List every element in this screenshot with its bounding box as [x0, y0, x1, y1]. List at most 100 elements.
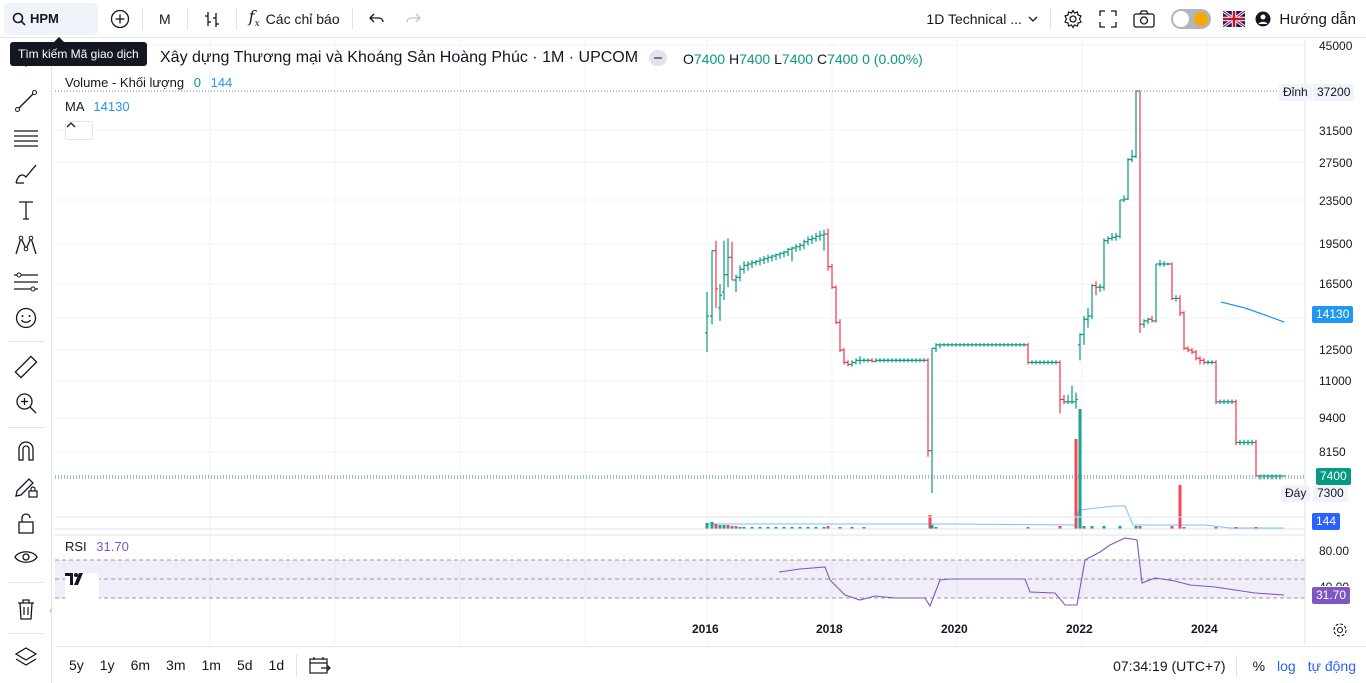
- range-6m[interactable]: 6m: [130, 657, 151, 673]
- volume-bar: [806, 527, 810, 529]
- magnet-tool[interactable]: [12, 437, 40, 465]
- ohlc-values: O7400 H7400 L7400 C7400 0 (0.00%): [683, 51, 923, 67]
- divider: [8, 427, 44, 428]
- volume-bar: [798, 527, 802, 529]
- log-toggle[interactable]: log: [1277, 657, 1296, 674]
- minus-icon: [654, 57, 662, 59]
- volume-bar: [826, 526, 830, 529]
- calendar-icon: [309, 657, 331, 674]
- range-5y[interactable]: 5y: [69, 657, 84, 673]
- auto-scale-toggle[interactable]: tự động: [1307, 657, 1356, 674]
- fullscreen-button[interactable]: [1091, 4, 1125, 34]
- range-5d[interactable]: 5d: [236, 657, 253, 673]
- side-panel-handle[interactable]: ‹: [49, 605, 53, 616]
- ma-line: [1220, 301, 1285, 323]
- price-tick: 31500: [1319, 124, 1353, 138]
- volume-bar: [1138, 526, 1142, 529]
- range-1m[interactable]: 1m: [201, 657, 221, 673]
- volume-bar: [1074, 439, 1078, 529]
- volume-bar: [850, 527, 854, 529]
- screenshot-button[interactable]: [1125, 4, 1163, 34]
- add-circle-icon: [110, 9, 130, 28]
- volume-bar: [722, 525, 726, 529]
- object-tree-tool[interactable]: [12, 643, 40, 671]
- chart-type-button[interactable]: [192, 4, 232, 34]
- undo-button[interactable]: [357, 4, 397, 34]
- range-1y[interactable]: 1y: [99, 657, 115, 673]
- measure-tool[interactable]: [12, 353, 40, 381]
- top-toolbar: HPM M fx Các chỉ báo 1D Technical ...: [0, 0, 1366, 38]
- ma-legend: MA 14130: [65, 99, 130, 114]
- volume-bar: [790, 527, 794, 529]
- symbol-search[interactable]: HPM: [4, 2, 98, 35]
- settings-button[interactable]: [1055, 4, 1091, 34]
- lock-all-tool[interactable]: [12, 509, 40, 537]
- range-3m[interactable]: 3m: [166, 657, 186, 673]
- user-icon: [1255, 11, 1271, 27]
- volume-bar: [1170, 526, 1174, 529]
- guide-button[interactable]: Hướng dẫn: [1249, 4, 1366, 34]
- zoom-tool[interactable]: [12, 389, 40, 417]
- close-value: 7400: [827, 51, 859, 67]
- tradingview-logo[interactable]: [65, 573, 99, 601]
- brush-tool[interactable]: [12, 160, 40, 188]
- interval-button[interactable]: M: [147, 4, 183, 34]
- chevron-down-icon: [1028, 16, 1038, 22]
- hide-drawings-tool[interactable]: [12, 543, 40, 571]
- volume-bar: [705, 523, 709, 529]
- prediction-tool[interactable]: [12, 268, 40, 296]
- language-button[interactable]: [1219, 4, 1249, 34]
- volume-series: [705, 409, 1258, 529]
- layout-dropdown[interactable]: 1D Technical ...: [918, 4, 1046, 34]
- function-icon: fx: [248, 7, 260, 30]
- low-label: L: [774, 51, 782, 67]
- redo-button[interactable]: [397, 4, 429, 34]
- text-tool[interactable]: [12, 196, 40, 224]
- compare-button[interactable]: [102, 4, 138, 34]
- low-tag-label: Đáy: [1281, 485, 1311, 502]
- pencil-lock-icon: [15, 478, 38, 498]
- gear-icon: [1333, 623, 1347, 637]
- divider: [8, 633, 44, 634]
- change-value: 0 (0.00%): [862, 51, 923, 67]
- search-tooltip: Tìm kiếm Mã giao dịch: [10, 37, 147, 66]
- close-label: C: [816, 51, 828, 67]
- time-label: 2016: [692, 622, 719, 636]
- goto-date-button[interactable]: [309, 656, 331, 674]
- lock-drawing-tool[interactable]: [12, 473, 40, 501]
- chart-area[interactable]: Xây dựng Thương mại và Khoáng Sản Hoàng …: [49, 39, 1366, 645]
- last-price-tag: 7400: [1316, 468, 1351, 485]
- volume-bar: [1134, 526, 1138, 529]
- ma-price-tag: 14130: [1312, 306, 1354, 323]
- pattern-tool[interactable]: [12, 232, 40, 260]
- indicators-button[interactable]: fx Các chỉ báo: [241, 4, 348, 34]
- bottom-toolbar: 5y 1y 6m 3m 1m 5d 1d 07:34:19 (UTC+7) % …: [55, 646, 1366, 683]
- theme-toggle[interactable]: [1171, 9, 1212, 29]
- high-tag-value: 37200: [1313, 84, 1355, 101]
- volume-bar: [766, 527, 770, 529]
- legend-menu-button[interactable]: [649, 50, 667, 66]
- pattern-icon: [15, 235, 37, 255]
- sun-icon: [1194, 12, 1209, 26]
- trend-line-icon: [15, 90, 37, 112]
- percent-toggle[interactable]: %: [1252, 657, 1266, 674]
- range-1d[interactable]: 1d: [268, 657, 285, 673]
- volume-bar: [1178, 485, 1182, 529]
- emoji-tool[interactable]: [12, 304, 40, 332]
- high-tag-label: Đỉnh: [1279, 84, 1312, 101]
- text-icon: [19, 201, 33, 220]
- volume-bar: [1026, 527, 1030, 529]
- ma-value: 14130: [93, 99, 130, 114]
- fib-tool[interactable]: [12, 124, 40, 152]
- range-buttons: 5y 1y 6m 3m 1m 5d 1d: [55, 654, 331, 676]
- divider: [8, 341, 44, 342]
- volume-bar: [1090, 526, 1094, 529]
- delete-tool[interactable]: [12, 595, 40, 623]
- trend-line-tool[interactable]: [12, 87, 40, 115]
- chart-canvas[interactable]: [55, 40, 1366, 645]
- volume-bar: [928, 515, 932, 529]
- collapse-legend-button[interactable]: [65, 121, 93, 140]
- chart-title: Xây dựng Thương mại và Khoáng Sản Hoàng …: [160, 49, 639, 66]
- price-tick: 11000: [1319, 374, 1352, 388]
- volume-bar: [710, 522, 714, 529]
